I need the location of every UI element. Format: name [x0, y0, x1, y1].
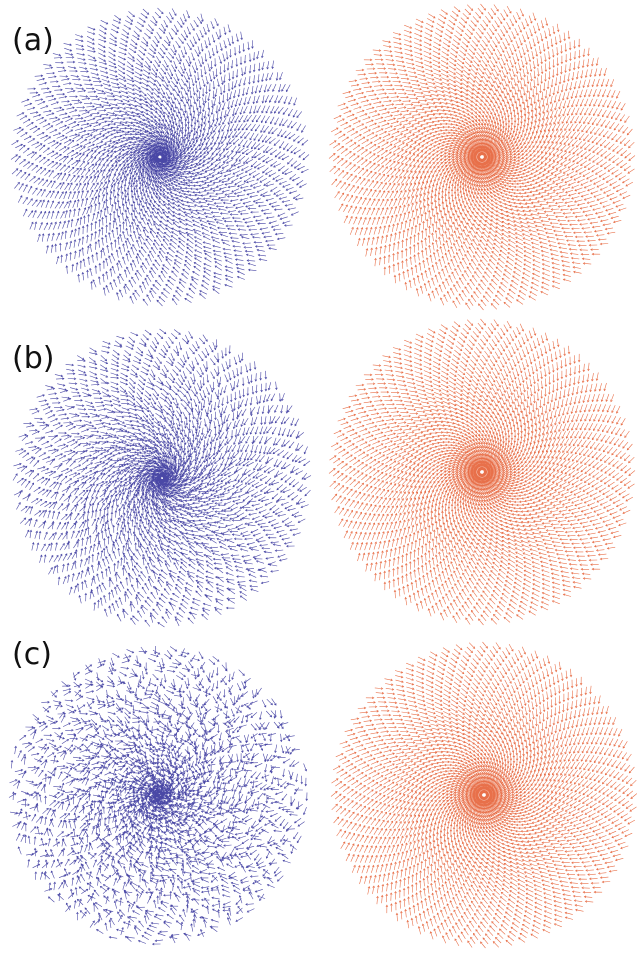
panel-label: (a) — [12, 23, 54, 58]
vector-field — [328, 3, 636, 311]
vector-field — [10, 7, 310, 307]
panel-label: (b) — [12, 341, 54, 376]
vector-field — [12, 328, 312, 628]
vector-field — [8, 645, 309, 946]
vector-field — [328, 318, 636, 626]
panel-label: (c) — [12, 637, 52, 672]
vector-field — [330, 641, 637, 949]
